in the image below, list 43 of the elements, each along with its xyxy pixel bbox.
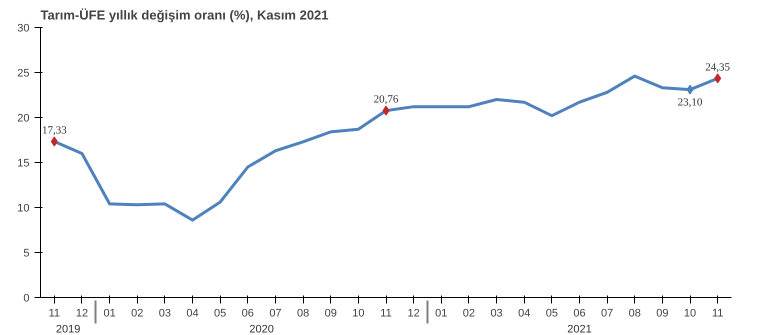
x-tick-label: 11 [712,308,724,320]
x-tick-label: 09 [324,308,337,320]
point [686,84,694,95]
y-tick-label: 15 [17,158,30,170]
y-tick-label: 25 [17,68,30,80]
y-tick-label: 30 [17,22,30,34]
x-tick-label: 03 [158,308,172,320]
y-tick-label: 10 [17,202,30,214]
text: 2019 [56,324,80,335]
point [714,73,722,84]
data-label: 20,76 [374,94,399,106]
x-tick-label: 02 [131,308,144,320]
data-label: 17,33 [42,124,68,137]
y-tick-label: 5 [23,248,30,260]
data-label: 23,10 [678,96,703,109]
x-tick-label: 01 [435,308,448,320]
x-tick-label: 12 [76,308,88,320]
text: 2020 [249,324,274,335]
chart-title: Tarım-ÜFE yıllık değişim oranı (%), Kasım 2021 [40,8,329,22]
x-tick-label: 04 [186,308,199,320]
x-tick-label: 05 [546,308,558,320]
text: 2021 [567,324,592,335]
x-tick-label: 08 [296,308,310,320]
y-tick-label: 20 [17,112,30,124]
point [50,136,58,147]
y-tick-label: 0 [23,292,30,304]
x-tick-label: 02 [462,308,476,320]
x-tick-label: 01 [103,308,116,320]
x-tick-label: 11 [380,308,392,320]
x-tick-label: 06 [573,308,586,320]
x-tick-label: 12 [408,308,420,320]
x-tick-label: 09 [656,308,669,320]
x-tick-label: 04 [518,308,530,320]
x-tick-label: 07 [269,308,282,320]
x-tick-label: 05 [214,308,226,320]
data-label: 24,35 [705,61,731,74]
x-tick-label: 11 [48,308,60,320]
x-tick-label: 10 [684,308,696,320]
x-tick-label: 08 [628,308,641,320]
x-tick-label: 06 [242,308,254,320]
x-tick-label: 07 [601,308,614,320]
x-tick-label: 10 [352,308,364,320]
x-tick-label: 03 [490,308,503,320]
